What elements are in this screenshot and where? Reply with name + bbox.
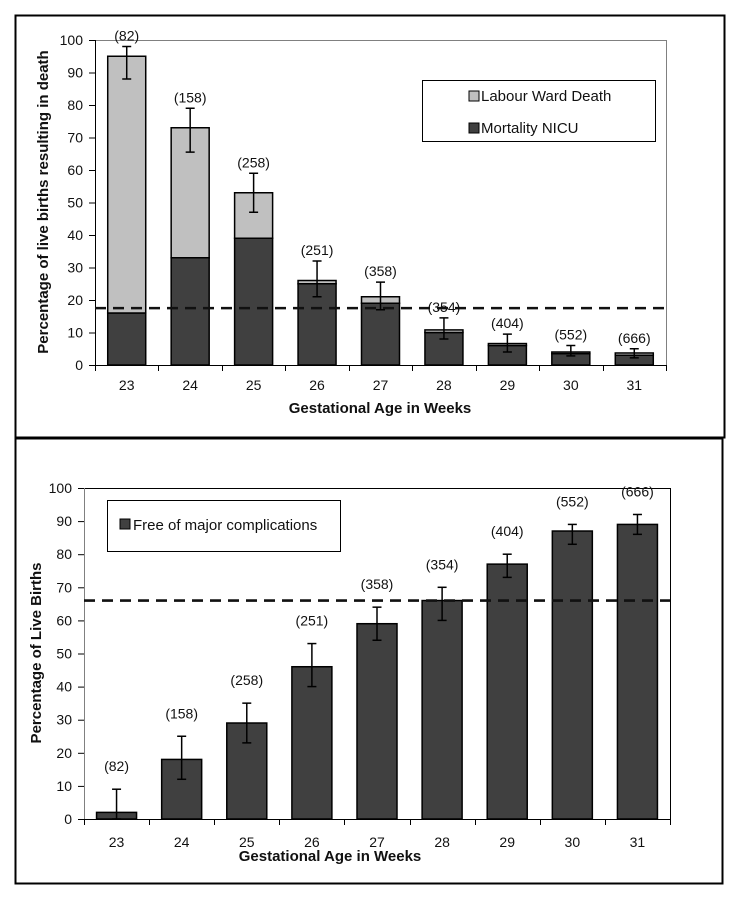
x-tick-label: 27 [369,834,385,850]
x-tick-label: 23 [119,377,135,393]
y-tick-label: 100 [49,480,73,496]
bar-free-of-major-complications-29 [486,563,528,820]
legend-label-labour-ward-death: Labour Ward Death [481,88,611,105]
y-tick-label: 10 [56,778,72,794]
x-tick-label: 25 [246,377,262,393]
x-tick-label: 23 [109,834,125,850]
sample-size-label: (258) [230,672,263,688]
bar-free-of-major-complications-26 [291,665,333,820]
x-tick-label: 30 [563,377,579,393]
sample-size-label: (158) [165,705,198,721]
mortality-chart: 0 10 20 30 40 50 60 70 80 90 100 23 24 25 26 27 28 29 30 3… [35,28,667,417]
sample-size-label: (404) [491,523,524,539]
sample-size-label: (251) [301,242,334,258]
sample-size-label: (666) [618,330,651,346]
sample-size-label: (354) [426,556,459,572]
x-tick-label: 28 [434,834,450,850]
bottom-panel-frame [14,437,724,885]
y-tick-label: 80 [67,97,83,113]
x-tick-label: 24 [182,377,198,393]
y-tick-label: 70 [56,579,72,595]
y-tick-label: 90 [67,65,83,81]
legend-swatch-free-of-major-complications [119,518,131,530]
x-tick-label: 25 [239,834,255,850]
x-tick-label: 27 [373,377,389,393]
legend: Labour Ward Death Mortality NICU [422,80,656,142]
legend-box [107,500,341,552]
bar-free-of-major-complications-27 [356,622,398,820]
y-tick-label: 20 [67,292,83,308]
sample-size-label: (82) [114,28,139,44]
bar-free-of-major-complications-30 [551,530,594,820]
y-axis-title: Percentage of Live Births [28,563,45,744]
y-tick-label: 60 [67,162,83,178]
x-axis-title: Gestational Age in Weeks [239,848,422,865]
x-tick-label: 24 [174,834,190,850]
sample-size-label: (354) [428,299,461,315]
bar-labour-ward-death-23 [106,55,147,314]
y-tick-label: 20 [56,745,72,761]
y-tick-label: 0 [64,811,72,827]
x-tick-label: 26 [304,834,320,850]
complications-chart: 0 10 20 30 40 50 60 70 80 90 100 23 24 25 26 27 28 29 30 3… [28,480,671,865]
sample-size-label: (251) [296,613,329,629]
y-tick-label: 100 [60,32,84,48]
sample-size-label: (358) [364,263,397,279]
x-tick-label: 30 [565,834,581,850]
x-tick-label: 29 [499,834,515,850]
y-tick-label: 40 [67,227,83,243]
x-tick-label: 31 [626,377,642,393]
legend-box [422,80,656,142]
sample-size-label: (358) [361,576,394,592]
sample-size-label: (158) [174,89,207,105]
y-tick-label: 80 [56,546,72,562]
sample-size-label: (404) [491,315,524,331]
sample-size-label: (82) [104,758,129,774]
x-tick-label: 28 [436,377,452,393]
y-tick-label: 50 [67,195,83,211]
legend-label-free-of-major-complications: Free of major complications [133,517,317,534]
x-axis-title: Gestational Age in Weeks [289,400,472,417]
y-axis-title: Percentage of live births resulting in d… [35,50,52,353]
sample-size-label: (552) [554,327,587,343]
bar-mortality-nicu-25 [233,237,274,366]
bar-free-of-major-complications-28 [421,599,463,820]
x-tick-label: 29 [500,377,516,393]
bar-mortality-nicu-23 [106,312,147,366]
y-tick-label: 50 [56,646,72,662]
legend: Free of major complications [107,500,341,552]
legend-label-mortality-nicu: Mortality NICU [481,120,579,137]
y-tick-label: 10 [67,325,83,341]
y-tick-label: 60 [56,612,72,628]
legend-swatch-labour-ward-death [468,90,480,102]
sample-size-label: (258) [237,154,270,170]
sample-size-label: (552) [556,493,589,509]
sample-size-label: (666) [621,483,654,499]
bar-free-of-major-complications-31 [616,523,659,820]
legend-swatch-mortality-nicu [468,122,480,134]
x-tick-label: 26 [309,377,325,393]
x-tick-label: 31 [630,834,646,850]
y-tick-label: 70 [67,130,83,146]
y-tick-label: 30 [67,260,83,276]
y-tick-label: 0 [75,357,83,373]
y-tick-label: 40 [56,679,72,695]
y-tick-label: 90 [56,513,72,529]
y-tick-label: 30 [56,712,72,728]
